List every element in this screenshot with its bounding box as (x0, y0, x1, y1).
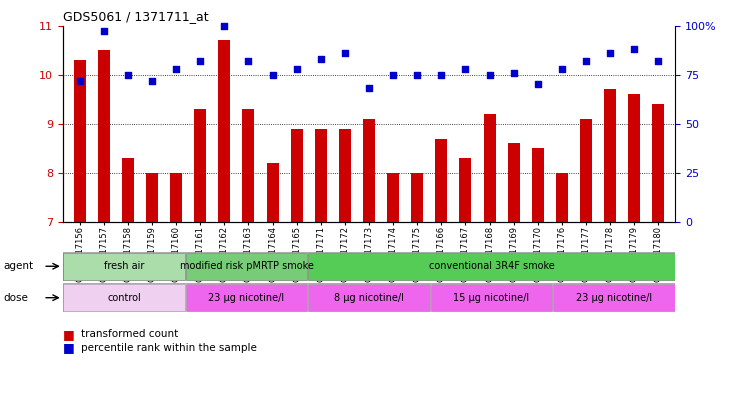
Bar (308, 253, 675, 280)
Bar (554, 284, 675, 311)
Point (98, 28, 110, 35)
Text: percentile rank within the sample: percentile rank within the sample (81, 343, 257, 353)
Bar (604, 90, 616, 222)
Bar (146, 173, 158, 222)
Bar (580, 119, 592, 222)
Point (243, 58, 255, 64)
Point (291, 66, 303, 72)
Point (315, 56, 327, 62)
Text: 23 μg nicotine/l: 23 μg nicotine/l (208, 293, 285, 303)
Point (532, 81, 544, 88)
Bar (314, 129, 327, 222)
Point (604, 50, 616, 56)
Bar (460, 158, 472, 222)
Bar (508, 143, 520, 222)
Bar (411, 173, 424, 222)
Bar (63, 284, 184, 311)
Point (652, 58, 664, 64)
Bar (242, 109, 255, 222)
Text: 23 μg nicotine/l: 23 μg nicotine/l (576, 293, 652, 303)
Bar (74, 60, 86, 222)
Bar (308, 284, 430, 311)
Bar (194, 109, 206, 222)
Bar (266, 163, 278, 222)
Bar (186, 253, 307, 280)
Bar (339, 129, 351, 222)
Bar (556, 173, 568, 222)
Bar (387, 173, 399, 222)
Point (508, 70, 520, 76)
Text: GDS5061 / 1371711_at: GDS5061 / 1371711_at (63, 10, 208, 23)
Point (194, 58, 206, 64)
Text: fresh air: fresh air (104, 261, 144, 271)
Text: transformed count: transformed count (81, 329, 179, 339)
Text: agent: agent (4, 261, 34, 271)
Point (580, 58, 592, 64)
Text: ■: ■ (63, 341, 75, 354)
Bar (431, 284, 552, 311)
Point (339, 50, 351, 56)
Bar (291, 129, 303, 222)
Point (435, 72, 447, 78)
Point (122, 72, 134, 78)
Text: dose: dose (4, 293, 29, 303)
Text: control: control (107, 293, 141, 303)
Text: 8 μg nicotine/l: 8 μg nicotine/l (334, 293, 404, 303)
Bar (483, 114, 496, 222)
Bar (218, 40, 230, 222)
Bar (122, 158, 134, 222)
Point (266, 72, 278, 78)
Bar (652, 104, 664, 222)
Point (363, 85, 375, 92)
Point (628, 46, 640, 52)
Point (146, 77, 158, 84)
Text: modified risk pMRTP smoke: modified risk pMRTP smoke (179, 261, 314, 271)
Point (387, 72, 399, 78)
Bar (435, 139, 447, 222)
Point (170, 66, 182, 72)
Bar (628, 94, 641, 222)
Text: conventional 3R4F smoke: conventional 3R4F smoke (429, 261, 554, 271)
Bar (97, 50, 110, 222)
Text: 15 μg nicotine/l: 15 μg nicotine/l (453, 293, 530, 303)
Bar (363, 119, 375, 222)
Text: ■: ■ (63, 327, 75, 341)
Bar (170, 173, 182, 222)
Point (556, 66, 568, 72)
Point (218, 22, 230, 29)
Bar (186, 284, 307, 311)
Point (411, 72, 423, 78)
Point (460, 66, 472, 72)
Point (483, 72, 495, 78)
Bar (532, 148, 544, 222)
Bar (63, 253, 184, 280)
Point (74, 77, 86, 84)
